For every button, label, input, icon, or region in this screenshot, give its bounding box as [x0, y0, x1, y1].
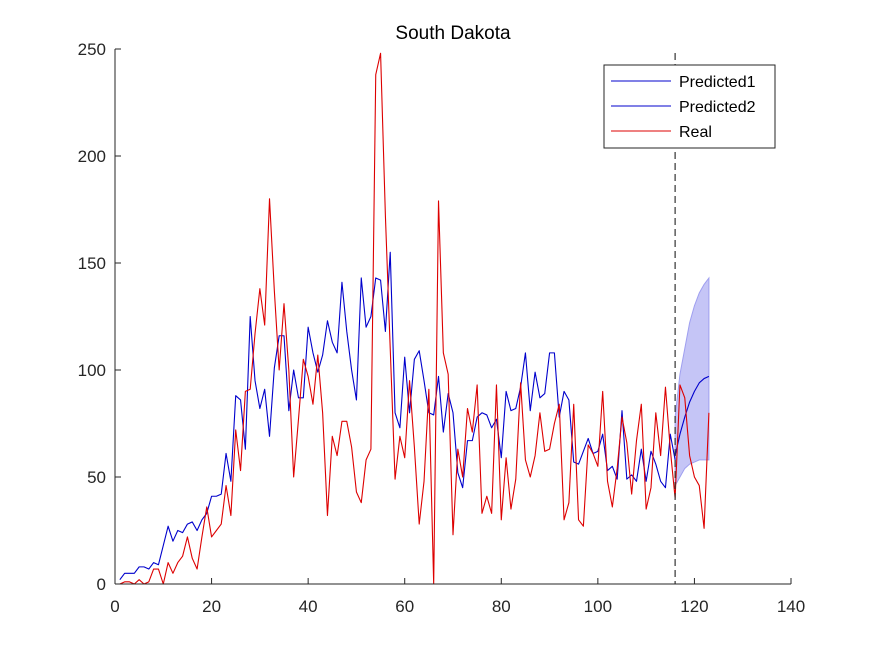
y-tick-label: 0	[97, 575, 106, 594]
legend: Predicted1 Predicted2 Real	[603, 64, 776, 149]
x-tick-label: 40	[299, 597, 318, 616]
confidence-band	[674, 276, 710, 488]
series-line-predicted1	[119, 251, 676, 581]
y-tick-label: 150	[78, 254, 106, 273]
chart-title: South Dakota	[395, 23, 511, 44]
x-tick-label: 0	[110, 597, 119, 616]
series-line-real	[119, 52, 710, 585]
y-tick-label: 250	[78, 40, 106, 59]
legend-label: Predicted2	[679, 99, 756, 116]
y-tick-label: 200	[78, 147, 106, 166]
y-tick-label: 100	[78, 361, 106, 380]
x-tick-label: 20	[202, 597, 221, 616]
x-tick-label: 100	[584, 597, 612, 616]
legend-label: Real	[679, 124, 712, 141]
x-tick-label: 140	[777, 597, 805, 616]
series-line-predicted2	[674, 375, 710, 456]
y-tick-label: 50	[87, 468, 106, 487]
legend-label: Predicted1	[679, 74, 756, 91]
x-tick-label: 120	[680, 597, 708, 616]
x-tick-label: 60	[395, 597, 414, 616]
x-tick-label: 80	[492, 597, 511, 616]
